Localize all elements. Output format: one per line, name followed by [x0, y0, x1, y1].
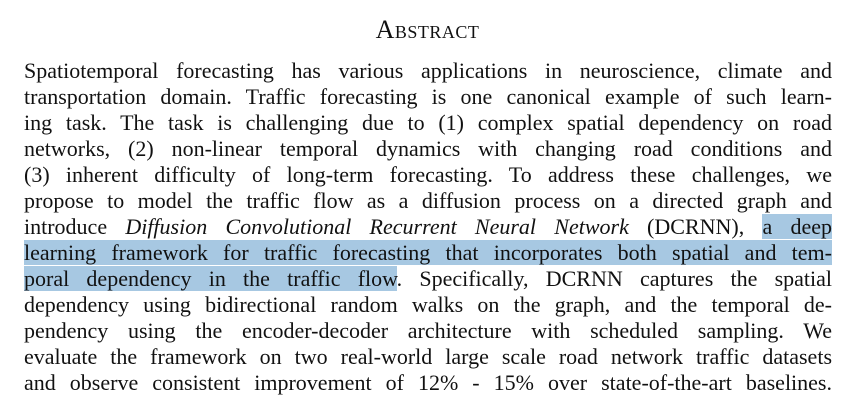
abstract-line-6: propose to model the traffic flow as a d… — [24, 188, 832, 213]
abstract-line-11: pendency using the encoder-decoder archi… — [24, 318, 832, 343]
abstract-line-13: and observe consistent improvement of 12… — [24, 370, 832, 395]
abstract-line-10: dependency using bidirectional random wa… — [24, 292, 832, 317]
abstract-line-5: (3) inherent difficulty of long-term for… — [24, 162, 832, 187]
abstract-body: Spatiotemporal forecasting has various a… — [24, 58, 832, 396]
highlighted-text[interactable]: a deep — [762, 214, 832, 239]
abstract-line-7: introduce Diffusion Convolutional Recurr… — [24, 214, 832, 240]
line7-after-text: (DCRNN), — [628, 214, 763, 239]
abstract-line-8: learning framework for traffic forecasti… — [24, 240, 832, 266]
abstract-heading: Abstract — [375, 15, 480, 44]
abstract-line-1: Spatiotemporal forecasting has various a… — [24, 58, 832, 83]
highlighted-text[interactable]: poral dependency in the traffic flow — [24, 266, 397, 291]
abstract-line-4: networks, (2) non-linear temporal dynami… — [24, 136, 832, 161]
highlighted-text[interactable]: learning framework for traffic forecasti… — [24, 240, 832, 265]
abstract-line-12: evaluate the framework on two real-world… — [24, 344, 832, 369]
abstract-line-2: transportation domain. Traffic forecasti… — [24, 84, 832, 109]
line9-after-text: . Specifically, DCRNN captures the spati… — [396, 266, 832, 291]
abstract-line-3: ing task. The task is challenging due to… — [24, 110, 832, 135]
line7-before-text: introduce — [24, 214, 126, 239]
model-name-italic: Diffusion Convolutional Recurrent Neural… — [125, 214, 629, 239]
abstract-line-9: poral dependency in the traffic flow. Sp… — [24, 266, 832, 292]
